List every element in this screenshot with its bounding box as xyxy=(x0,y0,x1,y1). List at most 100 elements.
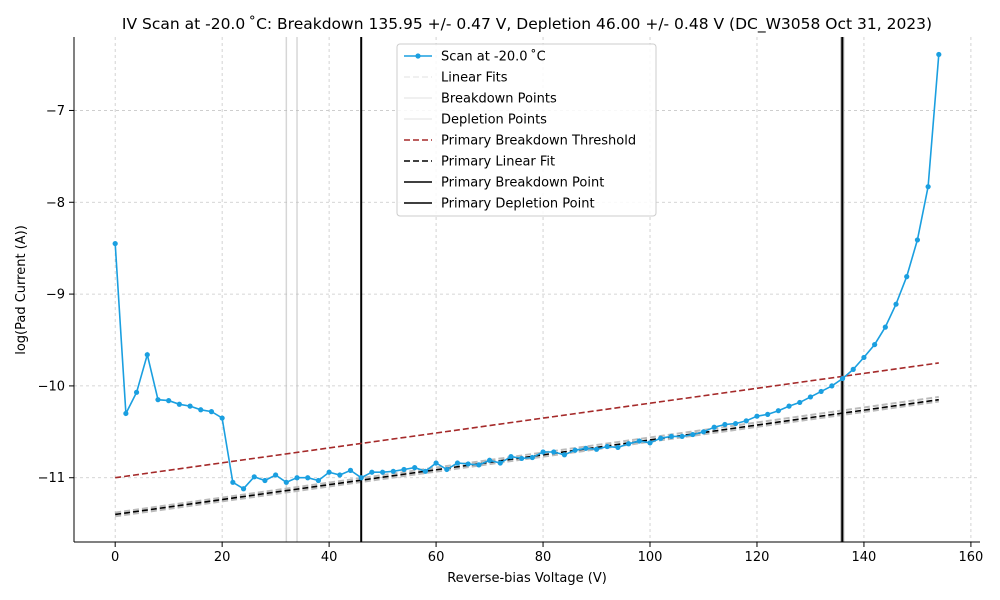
y-tick-label: −9 xyxy=(46,288,65,303)
scan-data-point xyxy=(914,237,921,243)
legend: Scan at -20.0 ˚C Linear Fits Breakdown Poi… xyxy=(396,43,657,217)
scan-data-point xyxy=(123,410,129,417)
scan-data-point xyxy=(807,394,814,400)
scan-data-point xyxy=(508,454,514,460)
legend-frame xyxy=(396,43,657,217)
scan-data-point xyxy=(198,407,204,413)
scan-data-point xyxy=(561,452,568,458)
legend-label: Linear Fits xyxy=(441,71,508,86)
scan-data-point xyxy=(326,469,332,475)
x-tick-label: 0 xyxy=(111,550,119,565)
scan-data-point xyxy=(551,449,557,455)
scan-data-point xyxy=(433,460,439,466)
scan-data-point xyxy=(176,401,182,407)
scan-data-point xyxy=(240,486,247,492)
y-axis-label: log(Pad Current (A)) xyxy=(14,225,29,355)
scan-data-point xyxy=(454,460,461,466)
chart-title: IV Scan at -20.0 ˚C: Breakdown 135.95 +/… xyxy=(122,15,932,34)
linear-fit-line xyxy=(115,395,939,514)
x-ticks: 0 20 40 60 80 100 120 140 160 xyxy=(111,542,983,565)
scan-data-point xyxy=(925,184,931,190)
vertical-markers xyxy=(285,37,845,542)
scan-data-point xyxy=(358,475,364,481)
scan-data-point xyxy=(369,469,375,475)
primary-breakdown-threshold-line xyxy=(115,362,939,479)
legend-label: Scan at -20.0 ˚C xyxy=(441,49,546,65)
scan-data-point xyxy=(401,466,407,473)
x-axis-label: Reverse-bias Voltage (V) xyxy=(447,571,607,586)
scan-data-point xyxy=(497,460,503,466)
scan-data-point xyxy=(668,433,675,440)
scan-data-point xyxy=(347,467,354,473)
scan-data-point xyxy=(775,408,781,414)
linear-fit-line xyxy=(115,400,939,518)
scan-data-point xyxy=(690,431,696,438)
scan-data-point xyxy=(711,424,717,430)
scan-data-point xyxy=(893,301,899,307)
x-tick-label: 20 xyxy=(214,550,231,565)
scan-data-point xyxy=(166,398,172,404)
scan-data-point xyxy=(636,438,642,444)
y-tick-label: −10 xyxy=(38,379,65,394)
scan-data-point xyxy=(529,454,535,461)
scan-data-point xyxy=(112,240,118,247)
scan-data-point xyxy=(144,352,150,358)
scan-data-point xyxy=(315,477,322,484)
x-tick-label: 100 xyxy=(638,550,663,565)
scan-data-point xyxy=(519,455,525,462)
scan-data-point xyxy=(412,465,418,471)
scan-data-point xyxy=(422,468,428,474)
scan-data-point xyxy=(786,403,792,409)
x-tick-label: 140 xyxy=(852,550,877,565)
scan-data-point xyxy=(850,366,856,372)
scan-series xyxy=(112,51,942,492)
legend-items: Scan at -20.0 ˚C Linear Fits Breakdown Poi… xyxy=(404,49,636,212)
y-tick-label: −11 xyxy=(38,471,65,486)
scan-data-point xyxy=(722,421,728,428)
scan-data-point xyxy=(273,472,279,478)
primary-linear-fit-line xyxy=(115,398,939,516)
scan-data-point xyxy=(486,457,493,463)
scan-data-point xyxy=(187,403,193,409)
scan-data-point xyxy=(861,354,867,361)
scan-data-point xyxy=(839,375,846,382)
scan-data-point xyxy=(754,413,760,419)
scan-data-point xyxy=(604,443,610,450)
legend-label: Primary Breakdown Threshold xyxy=(441,134,636,149)
scan-data-point xyxy=(230,479,236,485)
scan-data-point xyxy=(647,440,653,446)
scan-data-point xyxy=(476,462,482,468)
scan-data-point xyxy=(872,341,878,348)
legend-label: Depletion Points xyxy=(441,113,547,128)
legend-marker xyxy=(415,53,421,59)
legend-label: Primary Depletion Point xyxy=(441,197,595,212)
scan-data-point xyxy=(904,274,910,280)
scan-data-point xyxy=(797,399,803,406)
x-tick-label: 120 xyxy=(745,550,770,565)
scan-data-point xyxy=(936,51,942,58)
scan-data-point xyxy=(615,444,621,451)
scan-data-point xyxy=(155,397,161,403)
scan-data-point xyxy=(829,383,835,389)
scan-data-point xyxy=(583,445,589,451)
legend-label: Breakdown Points xyxy=(441,92,557,107)
scan-data-point xyxy=(262,477,268,484)
scan-data-point xyxy=(743,418,749,424)
scan-data-point xyxy=(658,435,664,441)
scan-data-point xyxy=(540,449,546,455)
scan-data-point xyxy=(818,388,824,395)
y-tick-label: −8 xyxy=(46,196,65,211)
scan-data-point xyxy=(283,479,289,485)
scan-data-point xyxy=(390,468,396,474)
legend-label: Primary Linear Fit xyxy=(441,155,555,170)
x-tick-label: 160 xyxy=(958,550,983,565)
scan-data-point xyxy=(294,475,300,481)
scan-data-point xyxy=(465,461,471,467)
scan-data-point xyxy=(679,433,685,440)
scan-data-point xyxy=(700,429,707,435)
x-tick-label: 40 xyxy=(321,550,338,565)
scan-data-point xyxy=(444,466,450,473)
scan-data-point xyxy=(219,415,225,421)
y-tick-label: −7 xyxy=(46,104,65,119)
